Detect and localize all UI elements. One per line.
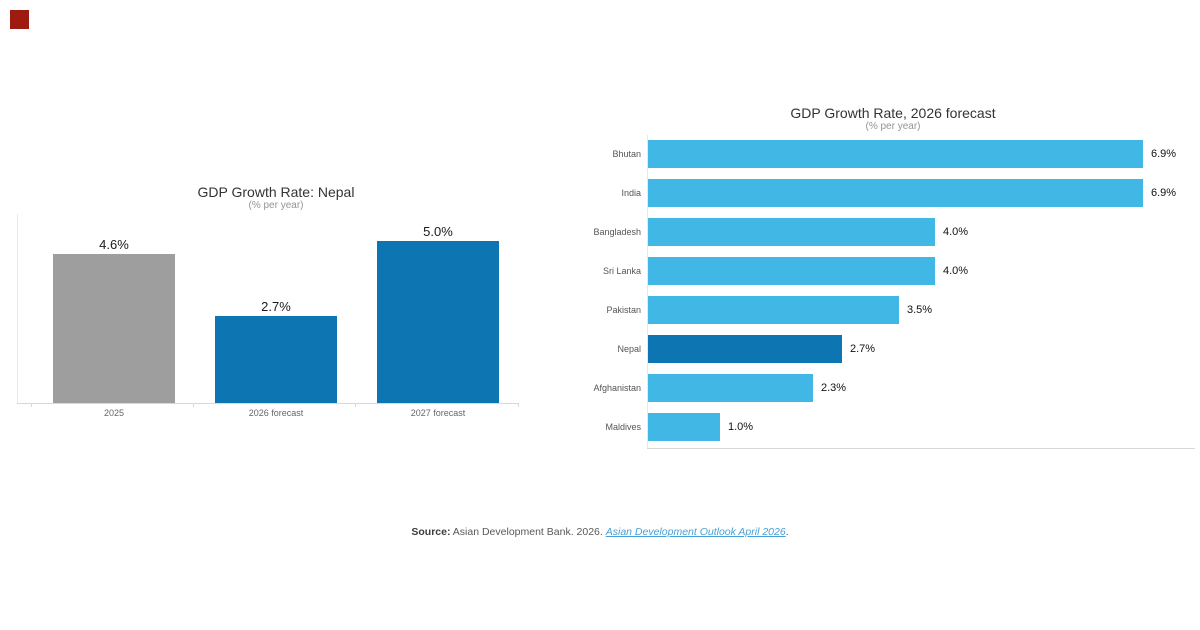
nepal-chart-title: GDP Growth Rate: Nepal [197,184,355,200]
hbar-bhutan [648,140,1143,168]
category-label-nepal: Nepal [617,344,641,354]
category-label-pakistan: Pakistan [606,305,641,315]
category-label-india: India [621,188,641,198]
hbar-sri-lanka [648,257,935,285]
x-axis-label-2026-forecast: 2026 forecast [248,408,304,418]
hbar-value-label-nepal: 2.7% [850,343,876,355]
regional-chart-title: GDP Growth Rate, 2026 forecast [790,105,996,121]
hbar-value-label-india: 6.9% [1151,187,1177,199]
nepal-chart-subtitle: (% per year) [248,200,304,211]
x-axis-tick [193,403,194,407]
hbar-value-label-bangladesh: 4.0% [943,226,969,238]
category-label-afghanistan: Afghanistan [593,383,641,393]
regional-chart-subtitle: (% per year) [865,121,921,132]
source-text: Asian Development Bank. 2026. [452,526,603,538]
regional-chart-x-axis-line [647,448,1195,449]
category-label-bangladesh: Bangladesh [593,227,641,237]
hbar-pakistan [648,296,899,324]
bar-value-label-2026-forecast: 2.7% [261,299,291,314]
source-label: Source: [411,526,451,538]
hbar-india [648,179,1143,207]
category-label-maldives: Maldives [605,422,641,432]
hbar-value-label-pakistan: 3.5% [907,304,933,316]
hbar-value-label-sri-lanka: 4.0% [943,265,969,277]
nepal-chart-x-axis-line [17,403,519,404]
brand-mark [10,10,29,29]
category-label-bhutan: Bhutan [612,149,641,159]
hbar-nepal [648,335,842,363]
bar-value-label-2025: 4.6% [99,237,129,252]
hbar-value-label-afghanistan: 2.3% [821,382,847,394]
x-axis-label-2025: 2025 [103,408,125,418]
source-line: Source: Asian Development Bank. 2026. As… [0,526,1200,538]
category-label-sri-lanka: Sri Lanka [602,266,641,276]
hbar-bangladesh [648,218,935,246]
x-axis-label-2027-forecast: 2027 forecast [410,408,466,418]
bar-2025 [53,254,175,403]
hbar-value-label-maldives: 1.0% [728,421,754,433]
hbar-afghanistan [648,374,813,402]
bar-2027-forecast [377,241,499,403]
source-link[interactable]: Asian Development Outlook April 2026 [605,526,786,538]
regional-chart-y-axis-line [647,135,648,448]
x-axis-tick [518,403,519,407]
source-suffix: . [785,526,789,538]
x-axis-tick [355,403,356,407]
bar-value-label-2027-forecast: 5.0% [423,224,453,239]
bar-2026-forecast [215,316,337,403]
hbar-maldives [648,413,720,441]
x-axis-tick [31,403,32,407]
nepal-chart-y-axis-line [17,214,18,403]
hbar-value-label-bhutan: 6.9% [1151,148,1177,160]
